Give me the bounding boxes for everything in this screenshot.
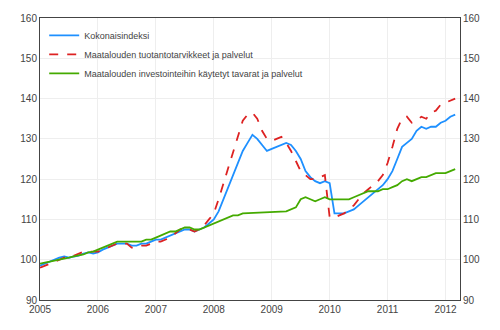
svg-text:140: 140 xyxy=(20,93,37,104)
svg-text:100: 100 xyxy=(20,254,37,265)
svg-text:2006: 2006 xyxy=(87,304,110,315)
svg-text:140: 140 xyxy=(463,93,480,104)
svg-text:120: 120 xyxy=(463,174,480,185)
svg-text:90: 90 xyxy=(463,295,475,306)
svg-text:2011: 2011 xyxy=(377,304,399,315)
svg-text:100: 100 xyxy=(463,254,480,265)
svg-text:150: 150 xyxy=(20,53,37,64)
svg-text:90: 90 xyxy=(26,295,38,306)
svg-text:2012: 2012 xyxy=(434,304,457,315)
svg-text:130: 130 xyxy=(463,133,480,144)
svg-text:160: 160 xyxy=(20,13,37,24)
svg-text:120: 120 xyxy=(20,174,37,185)
svg-text:Maatalouden investointeihin kä: Maatalouden investointeihin käytetyt tav… xyxy=(84,69,303,79)
svg-text:2009: 2009 xyxy=(261,304,284,315)
svg-text:2007: 2007 xyxy=(145,304,168,315)
svg-text:2010: 2010 xyxy=(319,304,342,315)
svg-text:150: 150 xyxy=(463,53,480,64)
svg-text:2005: 2005 xyxy=(29,304,52,315)
svg-text:160: 160 xyxy=(463,13,480,24)
svg-text:2008: 2008 xyxy=(203,304,226,315)
svg-text:130: 130 xyxy=(20,133,37,144)
svg-text:110: 110 xyxy=(21,214,37,225)
svg-text:Kokonaisindeksi: Kokonaisindeksi xyxy=(84,31,149,41)
svg-text:Maatalouden tuotantotarvikkeet: Maatalouden tuotantotarvikkeet ja palvel… xyxy=(84,50,253,60)
svg-text:110: 110 xyxy=(463,214,479,225)
